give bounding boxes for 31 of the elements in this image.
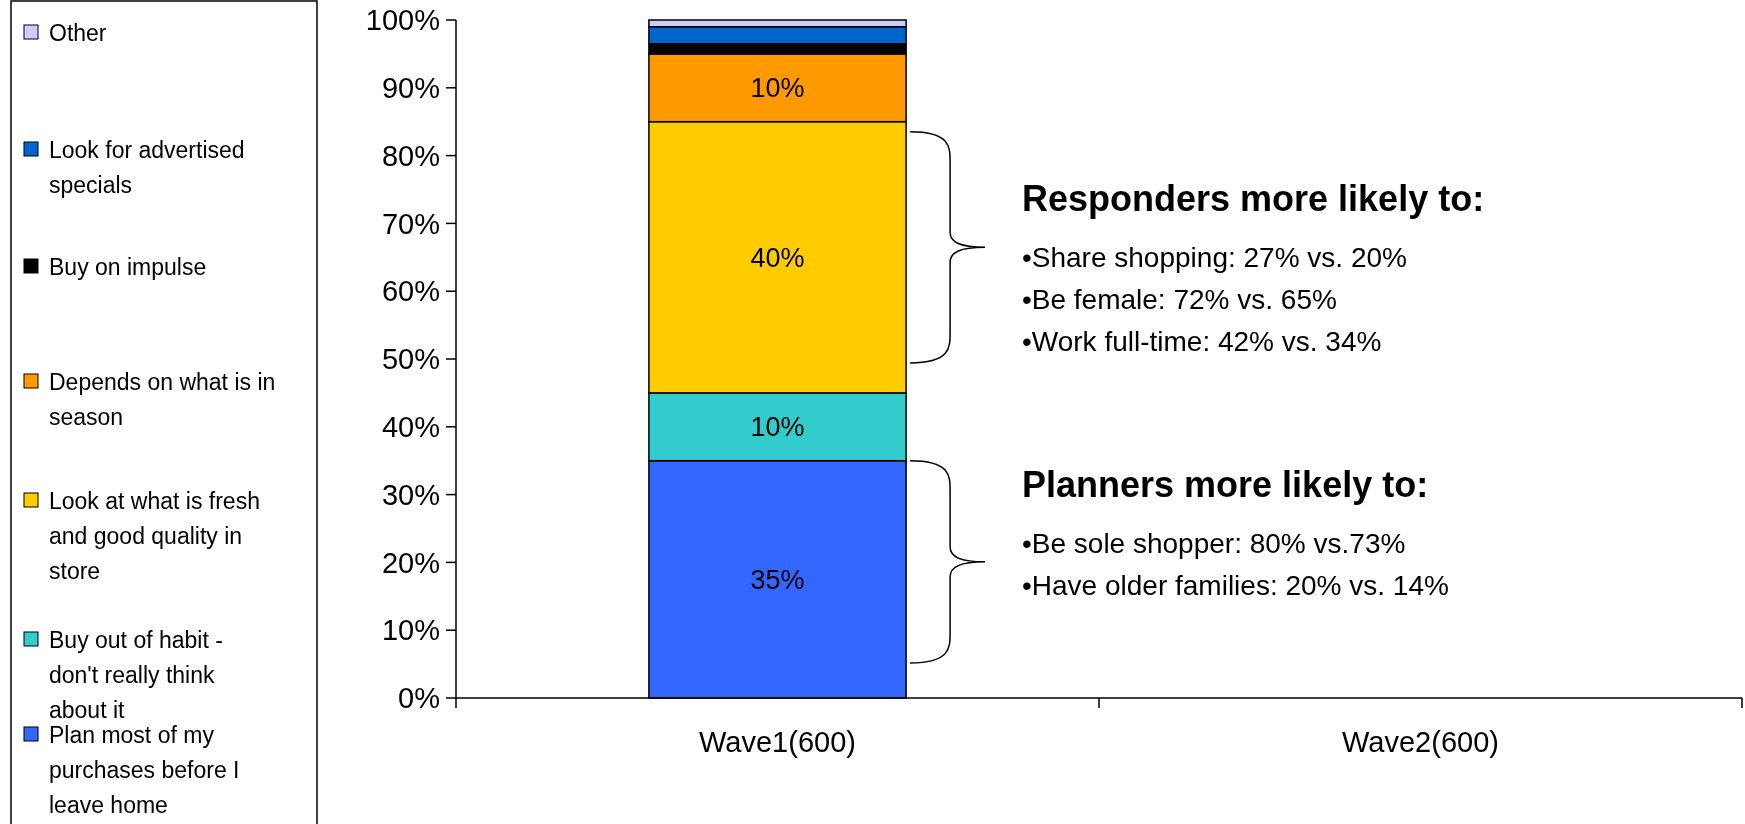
- data-label: 40%: [750, 242, 805, 273]
- legend-label: Plan most of my purchases before I leave home: [49, 722, 240, 819]
- legend-label: Buy on impulse: [49, 254, 207, 281]
- annotation: Responders more likely to:: [1022, 178, 1485, 219]
- y-tick-label: 10%: [381, 614, 440, 647]
- legend-label: Depends on what is in season: [49, 369, 276, 431]
- x-tick-label: Wave1(600): [699, 726, 856, 758]
- data-label: 10%: [750, 412, 805, 443]
- legend-label: Buy out of habit - don't really think about it: [49, 627, 223, 724]
- legend-label: Look for advertised specials: [49, 137, 245, 199]
- legend-label: Look at what is fresh and good quality in store: [49, 488, 260, 585]
- y-tick-label: 90%: [381, 71, 440, 104]
- annotation: •Be female: 72% vs. 65%: [1022, 284, 1337, 315]
- y-tick-label: 20%: [381, 546, 440, 579]
- y-tick-label: 100%: [365, 4, 440, 37]
- annotation: Planners more likely to:: [1022, 464, 1429, 505]
- annotation: •Share shopping: 27% vs. 20%: [1022, 242, 1407, 273]
- legend-label: Other: [49, 20, 107, 47]
- y-tick-label: 0%: [398, 682, 440, 715]
- data-label: 10%: [750, 73, 805, 104]
- annotation: •Have older families: 20% vs. 14%: [1022, 570, 1449, 601]
- y-tick-label: 50%: [381, 343, 440, 376]
- x-tick-label: Wave2(600): [1342, 726, 1499, 758]
- annotation: •Be sole shopper: 80% vs.73%: [1022, 528, 1406, 559]
- y-tick-label: 70%: [381, 207, 440, 240]
- y-tick-label: 60%: [381, 275, 440, 308]
- y-tick-label: 30%: [381, 478, 440, 511]
- annotation: •Work full-time: 42% vs. 34%: [1022, 326, 1382, 357]
- y-tick-label: 40%: [381, 410, 440, 443]
- y-tick-label: 80%: [381, 139, 440, 172]
- data-label: 35%: [750, 564, 805, 595]
